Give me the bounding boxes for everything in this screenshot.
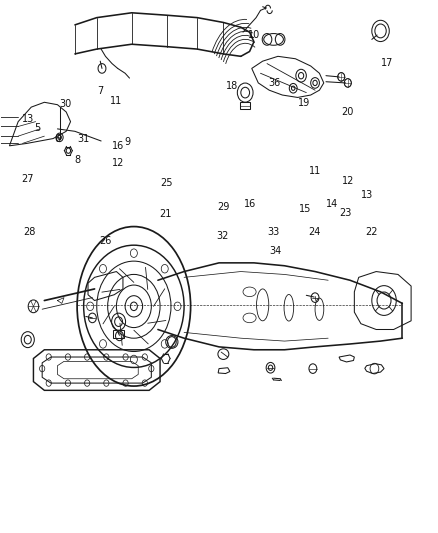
- Text: 10: 10: [248, 30, 260, 41]
- Text: 5: 5: [35, 123, 41, 133]
- Text: 33: 33: [268, 227, 280, 237]
- Text: 7: 7: [97, 86, 103, 96]
- Text: 24: 24: [308, 227, 320, 237]
- Text: 11: 11: [309, 166, 321, 176]
- Text: 12: 12: [112, 158, 124, 168]
- Text: 26: 26: [99, 236, 112, 246]
- Text: 36: 36: [269, 78, 281, 88]
- Text: 25: 25: [160, 177, 173, 188]
- Text: 28: 28: [23, 227, 35, 237]
- Text: 14: 14: [326, 199, 339, 209]
- Text: 8: 8: [74, 155, 80, 165]
- Text: 32: 32: [216, 231, 229, 241]
- Text: 16: 16: [244, 199, 257, 209]
- Text: 16: 16: [112, 141, 124, 151]
- Text: 12: 12: [342, 176, 354, 187]
- Text: 9: 9: [124, 136, 131, 147]
- Text: 6: 6: [54, 134, 60, 144]
- Text: 19: 19: [298, 98, 310, 108]
- Text: 15: 15: [299, 204, 311, 214]
- Text: 11: 11: [110, 95, 123, 106]
- Text: 22: 22: [366, 227, 378, 237]
- Text: 21: 21: [159, 209, 172, 220]
- Text: 30: 30: [59, 99, 71, 109]
- Text: 13: 13: [21, 114, 34, 124]
- Text: 31: 31: [78, 134, 90, 144]
- Text: 34: 34: [270, 246, 282, 255]
- Text: 18: 18: [226, 81, 238, 91]
- Text: 29: 29: [217, 202, 230, 212]
- Text: 17: 17: [381, 59, 393, 68]
- Text: 27: 27: [21, 174, 34, 184]
- Text: 20: 20: [342, 107, 354, 117]
- Text: 13: 13: [361, 190, 374, 200]
- Text: 23: 23: [339, 208, 352, 219]
